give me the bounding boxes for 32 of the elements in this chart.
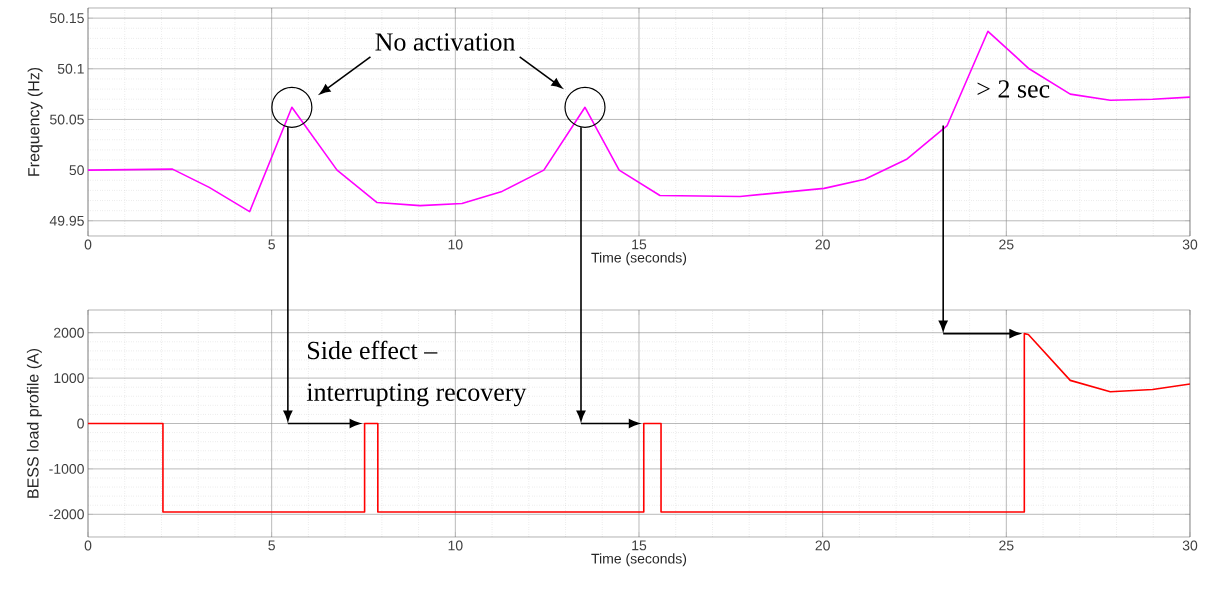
x-tick-label: 25 bbox=[999, 540, 1014, 551]
x-tick-label: 30 bbox=[1182, 540, 1198, 551]
y-axis-title: Frequency (Hz) bbox=[27, 67, 43, 176]
annotation: interrupting recovery bbox=[306, 383, 527, 407]
y-tick-label: 1000 bbox=[54, 373, 84, 384]
y-tick-label: 50.1 bbox=[57, 63, 84, 74]
annotation: No activation bbox=[375, 33, 516, 51]
x-tick-label: 20 bbox=[815, 239, 830, 250]
x-tick-label: 5 bbox=[268, 540, 275, 551]
x-tick-label: 20 bbox=[815, 540, 830, 551]
annotation: Side effect – bbox=[308, 340, 438, 360]
x-tick-label: 10 bbox=[448, 239, 463, 250]
y-tick-label: 50 bbox=[69, 165, 84, 176]
y-tick-label: 49.95 bbox=[49, 215, 84, 226]
y-tick-label: 2000 bbox=[54, 327, 84, 338]
annotation: > 2 sec bbox=[977, 80, 1050, 98]
x-tick-label: 10 bbox=[448, 540, 463, 551]
x-tick-label: 0 bbox=[84, 540, 92, 551]
x-axis-title: Time (seconds) bbox=[591, 553, 687, 567]
x-axis-title: Time (seconds) bbox=[591, 252, 687, 266]
y-tick-label: -1000 bbox=[49, 463, 84, 474]
x-tick-label: 0 bbox=[84, 239, 92, 250]
y-tick-label: 50.15 bbox=[50, 13, 84, 24]
x-tick-label: 15 bbox=[632, 540, 647, 551]
x-tick-label: 30 bbox=[1182, 239, 1198, 250]
x-tick-label: 5 bbox=[268, 239, 275, 250]
x-tick-label: 25 bbox=[999, 239, 1014, 250]
y-tick-label: 0 bbox=[77, 418, 84, 429]
y-tick-label: 50.05 bbox=[50, 114, 84, 125]
y-tick-label: -2000 bbox=[49, 509, 84, 520]
y-axis-title: BESS load profile (A) bbox=[26, 348, 42, 498]
x-tick-label: 15 bbox=[632, 239, 647, 250]
